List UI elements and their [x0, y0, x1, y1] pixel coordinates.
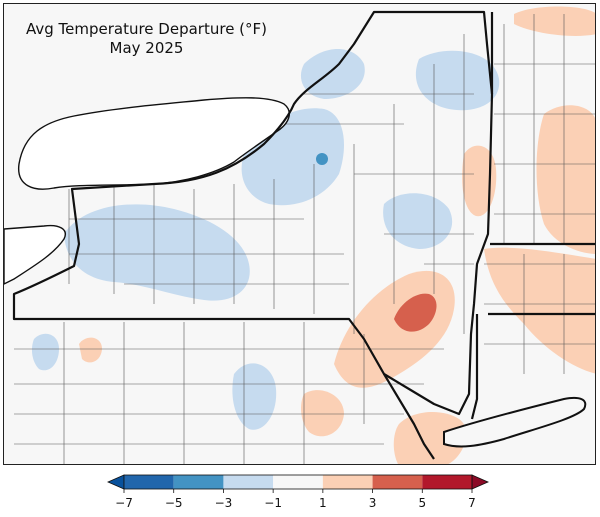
colorbar-legend: −7 −5 −3 −1 1 3 5 7	[107, 474, 489, 510]
warm-anomaly-hudson	[462, 145, 497, 217]
colorbar-tick-label: −1	[264, 496, 282, 510]
warm-anomaly-catskills	[334, 270, 455, 388]
colorbar-tick-label: −7	[115, 496, 133, 510]
warm-anomaly-new-england	[484, 247, 595, 374]
warm-anomaly-vermont	[536, 105, 595, 254]
warm-anomaly-lower-hudson	[301, 390, 344, 437]
cool-anomaly-north-country	[300, 49, 365, 99]
cool-anomaly-adirondacks	[415, 50, 500, 111]
map-frame: Avg Temperature Departure (°F) May 2025	[3, 3, 596, 465]
pa-nj-border	[383, 373, 435, 460]
ny-border	[12, 10, 494, 416]
map-title-line1: Avg Temperature Departure (°F)	[25, 20, 268, 38]
colorbar-bin	[422, 475, 472, 489]
colorbar-tick-label: 3	[369, 496, 377, 510]
warm-anomaly-maine-border	[514, 6, 595, 36]
colorbar-bin	[372, 475, 423, 489]
colorbar-tick-label: −3	[215, 496, 233, 510]
colorbar-tick-label: 1	[319, 496, 327, 510]
colorbar-bin	[223, 475, 274, 489]
hot-anomaly-catskills	[394, 293, 437, 332]
long-island	[443, 396, 587, 448]
colorbar-bin	[322, 475, 373, 489]
map-title: Avg Temperature Departure (°F) May 2025	[4, 20, 289, 58]
lakes	[4, 97, 290, 285]
temperature-map	[4, 6, 595, 464]
anomaly-shading	[31, 6, 595, 464]
ct-border	[470, 314, 479, 420]
lake-erie	[4, 224, 66, 285]
colorbar-over-arrow	[471, 474, 489, 490]
cool-anomaly-western-ny	[64, 204, 250, 301]
colorbar-outline	[123, 474, 473, 490]
colorbar-ticks: −7 −5 −3 −1 1 3 5 7	[115, 489, 476, 510]
cool-anomaly-west-pa	[31, 333, 59, 371]
state-borders	[12, 10, 595, 460]
colorbar-tick-label: −5	[165, 496, 183, 510]
cool-anomaly-north-pa	[232, 363, 277, 430]
map-title-line2: May 2025	[109, 39, 184, 57]
vt-ma-border	[488, 12, 595, 316]
warm-anomaly-nyc	[393, 412, 467, 464]
colorbar-bins	[107, 474, 489, 490]
colorbar-under-arrow	[107, 474, 125, 490]
colorbar-bin	[124, 475, 174, 489]
colorbar-tick-label: 5	[418, 496, 426, 510]
warm-anomaly-sw-pa	[79, 337, 102, 363]
cool-anomaly-core	[316, 153, 328, 165]
colorbar-tick-label: 7	[468, 496, 476, 510]
colorbar-bin	[273, 475, 323, 489]
county-borders	[14, 14, 595, 464]
cool-anomaly-mohawk	[383, 193, 453, 249]
colorbar-bin	[173, 475, 224, 489]
lake-ontario	[18, 97, 290, 190]
